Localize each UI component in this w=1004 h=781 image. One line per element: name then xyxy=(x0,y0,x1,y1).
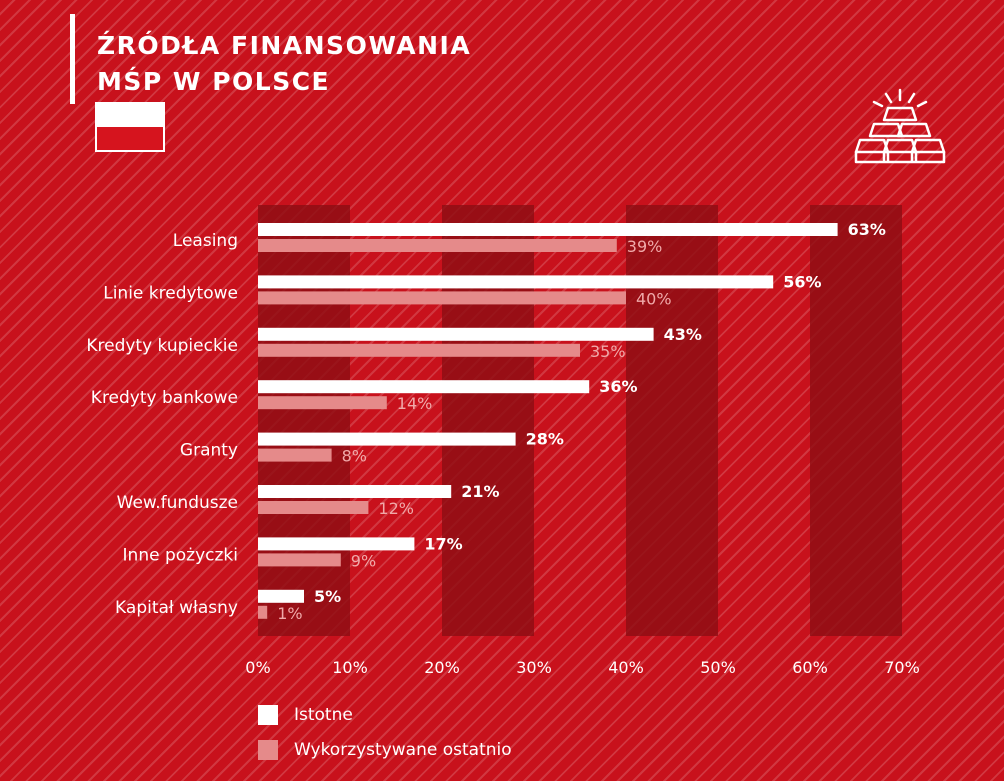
data-label-wykorzystywane: 1% xyxy=(277,604,302,623)
bar-istotne xyxy=(258,223,838,236)
data-label-istotne: 17% xyxy=(424,534,462,553)
category-label: Wew.fundusze xyxy=(117,493,238,513)
data-label-istotne: 5% xyxy=(314,587,341,606)
x-tick-label: 30% xyxy=(516,658,552,677)
legend-label-istotne: Istotne xyxy=(294,705,353,725)
legend-swatch-wykorzystywane xyxy=(258,740,278,760)
bar-wykorzystywane xyxy=(258,605,268,619)
data-label-wykorzystywane: 14% xyxy=(397,394,433,413)
data-label-istotne: 63% xyxy=(848,220,886,239)
bar-wykorzystywane xyxy=(258,343,580,357)
data-label-istotne: 28% xyxy=(526,430,564,449)
data-label-wykorzystywane: 9% xyxy=(351,551,376,570)
legend-item-istotne: Istotne xyxy=(258,705,353,725)
bar-istotne xyxy=(258,275,774,289)
category-label: Kredyty kupieckie xyxy=(86,336,238,356)
background-band xyxy=(258,205,350,636)
background-band xyxy=(626,205,718,636)
data-label-wykorzystywane: 40% xyxy=(636,289,672,308)
data-label-istotne: 21% xyxy=(461,482,499,501)
legend-swatch-istotne xyxy=(258,705,278,725)
category-label: Leasing xyxy=(173,231,238,251)
category-label: Kredyty bankowe xyxy=(91,388,238,408)
bar-istotne xyxy=(258,485,452,498)
bar-istotne xyxy=(258,380,590,394)
category-label: Kapitał własny xyxy=(115,598,238,618)
data-label-wykorzystywane: 8% xyxy=(342,447,367,466)
x-tick-label: 40% xyxy=(608,658,644,677)
page-title: ŹRÓDŁA FINANSOWANIA MŚP W POLSCE xyxy=(97,28,471,100)
x-tick-label: 20% xyxy=(424,658,460,677)
x-tick-label: 60% xyxy=(792,658,828,677)
x-tick-label: 70% xyxy=(884,658,920,677)
bar-wykorzystywane xyxy=(258,239,617,252)
data-label-wykorzystywane: 35% xyxy=(590,342,626,361)
poland-flag-icon xyxy=(95,102,165,152)
x-tick-label: 50% xyxy=(700,658,736,677)
x-tick-label: 0% xyxy=(245,658,270,677)
bar-wykorzystywane xyxy=(258,396,387,410)
bar-istotne xyxy=(258,537,415,551)
category-label: Inne pożyczki xyxy=(123,545,238,565)
legend-item-wykorzystywane: Wykorzystywane ostatnio xyxy=(258,740,512,760)
bar-wykorzystywane xyxy=(258,291,626,305)
data-label-wykorzystywane: 12% xyxy=(378,499,414,518)
background-band xyxy=(810,205,902,636)
category-label: Linie kredytowe xyxy=(103,283,238,303)
bar-istotne xyxy=(258,327,654,341)
data-label-istotne: 56% xyxy=(783,272,821,291)
data-label-istotne: 43% xyxy=(664,325,702,344)
gold-bars-icon xyxy=(854,88,946,164)
bar-istotne xyxy=(258,589,304,603)
title-line-1: ŹRÓDŁA FINANSOWANIA xyxy=(97,31,472,60)
background-band xyxy=(442,205,534,636)
legend-label-wykorzystywane: Wykorzystywane ostatnio xyxy=(294,740,512,760)
bar-wykorzystywane xyxy=(258,501,369,514)
bar-istotne xyxy=(258,432,516,446)
bar-wykorzystywane xyxy=(258,553,341,567)
x-tick-label: 10% xyxy=(332,658,368,677)
data-label-wykorzystywane: 39% xyxy=(627,237,663,256)
category-label: Granty xyxy=(180,441,238,461)
title-line-2: MŚP W POLSCE xyxy=(97,67,331,96)
bar-wykorzystywane xyxy=(258,448,332,462)
title-accent-bar xyxy=(70,14,75,104)
data-label-istotne: 36% xyxy=(599,377,637,396)
